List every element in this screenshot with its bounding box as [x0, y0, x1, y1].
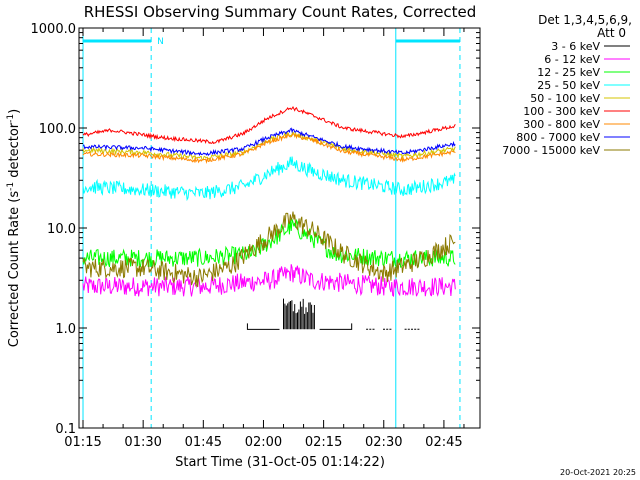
legend-label: 6 - 12 keV	[544, 53, 600, 66]
y-axis-label-sup: -1	[6, 182, 16, 191]
y-axis-label-part: Corrected Count Rate (s	[7, 191, 22, 348]
x-tick-label: 02:15	[305, 435, 342, 450]
series-line-3-6-base	[246, 323, 353, 330]
generated-timestamp: 20-Oct-2021 20:25	[560, 468, 636, 477]
y-tick-label: 0.1	[55, 422, 76, 437]
series-line-300-800-	[82, 133, 456, 165]
y-axis-ticks: 0.1 1.0 10.0 100.0 1000.0	[31, 22, 480, 437]
x-axis-ticks: 01:15 01:30 01:45 02:00 02:15 02:30 02:45	[64, 28, 465, 450]
legend-label: 25 - 50 keV	[537, 79, 600, 92]
legend-label: 12 - 25 keV	[537, 66, 600, 79]
y-axis-label-part: detector	[7, 122, 22, 182]
y-tick-label: 10.0	[47, 222, 76, 237]
chart-title: RHESSI Observing Summary Count Rates, Co…	[84, 3, 477, 21]
series-line-25-50-	[82, 156, 456, 202]
series-line-7000-15000-	[82, 211, 456, 288]
legend-label: 50 - 100 keV	[530, 92, 600, 105]
series-line-800-7000-	[83, 127, 456, 157]
y-tick-label: 1.0	[55, 322, 76, 337]
x-tick-label: 01:30	[124, 435, 161, 450]
series-line-100-300-	[82, 105, 456, 145]
x-axis-label: Start Time (31-Oct-05 01:14:22)	[175, 455, 385, 470]
legend-label: 800 - 7000 keV	[516, 131, 600, 144]
x-tick-label: 02:30	[365, 435, 402, 450]
legend-header-line-1: Det 1,3,4,5,6,9,	[538, 13, 632, 27]
series-line-3-6-spikes	[283, 298, 315, 330]
y-axis-label-sup: -1	[6, 114, 16, 123]
x-tick-label: 02:00	[245, 435, 282, 450]
legend-label: 7000 - 15000 keV	[502, 144, 600, 157]
y-axis-label: Corrected Count Rate (s-1 detector-1)	[6, 109, 22, 347]
legend-header-line-2: Att 0	[597, 26, 626, 40]
x-tick-label: 02:45	[425, 435, 462, 450]
legend-label: 3 - 6 keV	[551, 40, 600, 53]
legend-label: 300 - 800 keV	[523, 118, 600, 131]
y-tick-label: 100.0	[39, 122, 76, 137]
series-line-6-12-	[82, 264, 456, 297]
legend-label: 100 - 300 keV	[523, 105, 600, 118]
x-tick-label: 01:45	[185, 435, 222, 450]
x-tick-label: 01:15	[64, 435, 101, 450]
y-tick-label: 1000.0	[31, 22, 77, 37]
flag-label: N	[157, 37, 164, 47]
y-axis-label-part: )	[7, 109, 22, 114]
plot-marks: N	[82, 28, 461, 428]
